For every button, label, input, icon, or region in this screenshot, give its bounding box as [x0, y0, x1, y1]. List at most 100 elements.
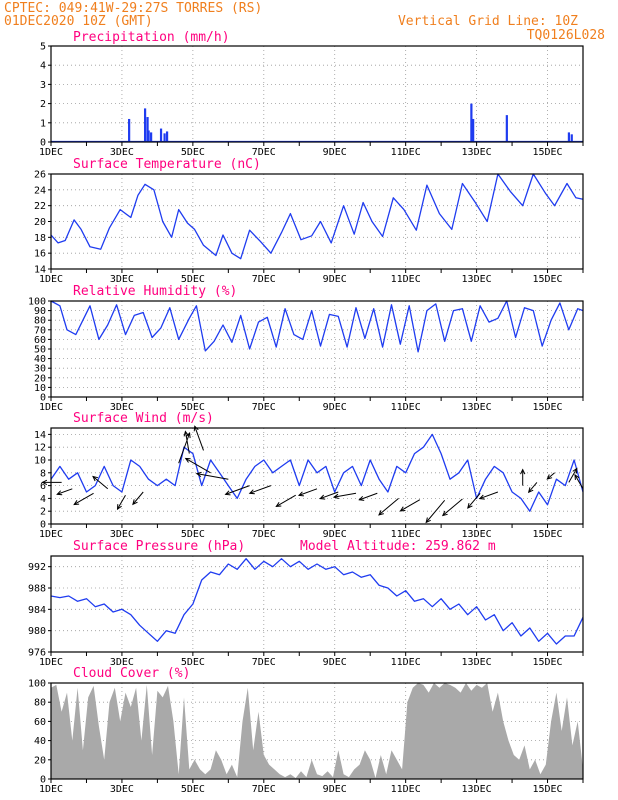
wind-arrow-head [116, 504, 122, 511]
wind-arrow-shaft [194, 426, 204, 451]
wind-xtick-label: 13DEC [462, 529, 492, 540]
cloud-area [51, 683, 583, 779]
wind-arrow-head [546, 474, 553, 480]
wind-arrow [116, 494, 126, 511]
rh-ytick-label: 60 [34, 335, 46, 346]
wind-arrow [378, 498, 399, 516]
rh-ytick-label: 50 [34, 345, 46, 356]
wind-arrow-head [132, 499, 138, 506]
precip-title: Precipitation (mm/h) [73, 30, 230, 45]
wind-xtick-label: 5DEC [181, 529, 205, 540]
rh-ytick-label: 100 [28, 297, 46, 308]
wind-arrow-head [378, 510, 384, 516]
rh-xtick-label: 3DEC [110, 402, 134, 413]
precip-ytick-label: 1 [40, 118, 46, 129]
rh-series-line [50, 300, 584, 353]
cloud-ytick-label: 100 [28, 679, 46, 690]
wind-arrow [224, 485, 250, 496]
wind-arrow [441, 498, 463, 517]
wind-arrow [184, 457, 211, 474]
wind-arrow-shaft [276, 494, 296, 507]
wind-arrow [527, 482, 538, 494]
precip-bar [143, 108, 147, 142]
cloud-xtick-label: 5DEC [181, 784, 205, 795]
press-panel: 976 980 984 988 992 1DEC 3DEC 5DEC 7DEC 9DEC 11DEC… [28, 539, 584, 668]
precip-bar [150, 132, 153, 142]
wind-xtick-label: 3DEC [110, 529, 134, 540]
wind-arrow-shaft [298, 488, 318, 496]
wind-arrow-shaft [546, 472, 555, 480]
wind-arrow-head [425, 517, 431, 524]
wind-arrow-head [319, 494, 326, 500]
rh-ytick-label: 90 [34, 306, 46, 317]
precip-frame [50, 45, 584, 143]
wind-arrow-shaft [400, 499, 421, 512]
wind-series-line [50, 433, 584, 512]
press-ytick-label: 980 [28, 626, 46, 637]
rh-xtick-label: 5DEC [181, 402, 205, 413]
wind-arrow [297, 488, 318, 497]
precip-bar [567, 132, 571, 142]
precip-panel: 0 1 2 3 4 5 1DEC 3DEC 5DEC 7DEC 9DEC 11DEC 13DEC 15DE… [39, 30, 584, 158]
precip-xtick-label: 3DEC [110, 147, 134, 158]
wind-arrow [332, 492, 357, 499]
wind-arrow-shaft [73, 492, 94, 505]
rh-ytick-label: 20 [34, 373, 46, 384]
wind-arrow-shaft [185, 457, 211, 474]
wind-arrow-head [332, 493, 339, 499]
wind-ytick-label: 8 [40, 468, 46, 479]
wind-arrow-head [527, 487, 534, 494]
wind-xtick-label: 1DEC [39, 529, 63, 540]
press-xtick-label: 9DEC [323, 657, 347, 668]
rh-xtick-label: 9DEC [323, 402, 347, 413]
wind-arrow-head [574, 473, 580, 480]
precip-xtick-label: 1DEC [39, 147, 63, 158]
wind-arrow-shaft [184, 431, 190, 454]
cloud-xtick-label: 1DEC [39, 784, 63, 795]
temp-xtick-label: 15DEC [532, 274, 562, 285]
wind-arrow [41, 479, 62, 486]
wind-arrow-head [441, 510, 448, 517]
precip-ytick-label: 0 [40, 138, 46, 149]
wind-arrow [183, 430, 190, 454]
wind-arrow-shaft [574, 474, 584, 490]
precip-bar [163, 133, 166, 142]
wind-arrow-head [399, 506, 406, 512]
wind-arrow-head [195, 471, 202, 478]
wind-arrow [73, 492, 94, 506]
wind-arrow-shaft [57, 488, 73, 495]
wind-arrow-shaft [225, 485, 250, 495]
temp-ytick-label: 22 [34, 201, 46, 212]
wind-arrow [568, 467, 578, 483]
rh-xtick-label: 13DEC [462, 402, 492, 413]
precip-xtick-label: 5DEC [181, 147, 205, 158]
rh-xtick-label: 7DEC [252, 402, 276, 413]
wind-ytick-label: 14 [34, 430, 46, 441]
wind-ytick-label: 12 [34, 443, 46, 454]
wind-arrow [574, 473, 584, 490]
press-ytick-label: 992 [28, 562, 46, 573]
wind-arrow-shaft [196, 473, 229, 480]
header-station: CPTEC: 049:41W-29:27S TORRES (RS) [4, 1, 262, 16]
wind-arrow-head [224, 490, 231, 496]
press-xtick-label: 1DEC [39, 657, 63, 668]
wind-arrow-shaft [359, 492, 378, 501]
press-frame [50, 555, 584, 653]
wind-arrow-shaft [467, 492, 481, 509]
wind-arrow-head [520, 468, 526, 475]
precip-bar [470, 103, 473, 142]
precip-bar [570, 134, 573, 142]
wind-arrow-shaft [92, 476, 109, 490]
wind-panel: 0 2 4 6 810 12 14 1DEC 3DEC 5DEC 7DEC 9DEC 11DEC 13DE… [34, 411, 584, 540]
wind-arrow [56, 488, 73, 496]
press-ytick-label: 984 [28, 605, 46, 616]
wind-arrow-head [183, 430, 189, 437]
wind-arrow-head [73, 500, 80, 506]
cloud-xtick-label: 7DEC [252, 784, 276, 795]
wind-ytick-label: 4 [40, 494, 46, 505]
wind-arrow-shaft [378, 498, 399, 516]
precip-ytick-label: 3 [40, 80, 46, 91]
rh-ytick-label: 10 [34, 383, 46, 394]
